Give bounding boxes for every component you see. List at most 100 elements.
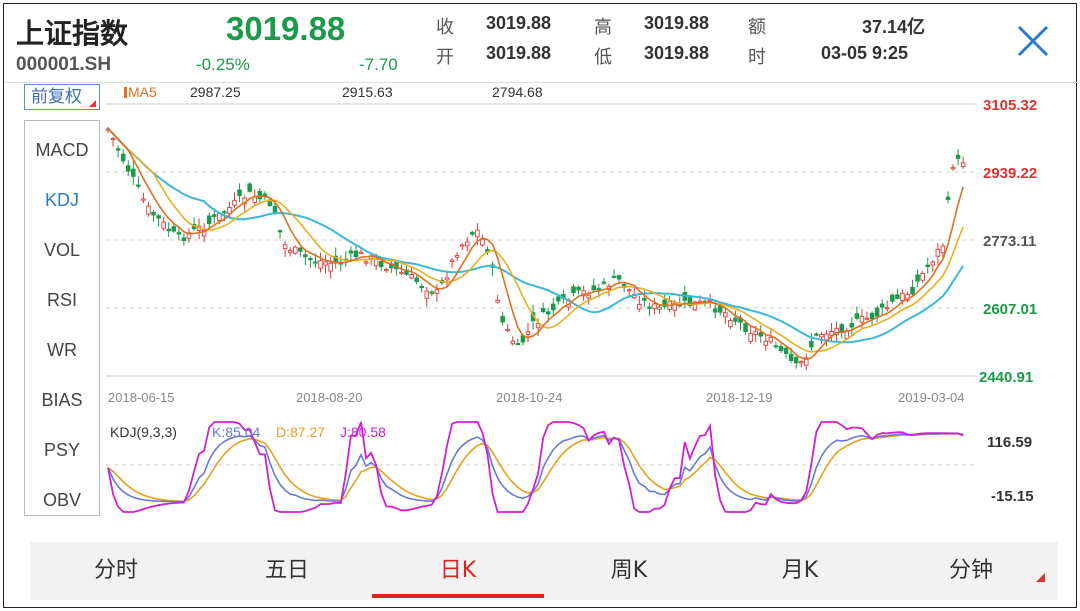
period-tabs: 分时 五日 日K 周K 月K 分钟 <box>30 542 1058 600</box>
current-price: 3019.88 <box>226 10 346 47</box>
date-axis-label: 2018-12-19 <box>706 390 773 405</box>
candle-body <box>277 230 283 233</box>
date-axis-label: 2018-06-15 <box>108 390 175 405</box>
ma-marker-icon <box>124 87 127 98</box>
amount-value: 37.14亿 <box>862 17 926 37</box>
candle-body <box>652 303 657 310</box>
candle-body <box>642 297 647 301</box>
candle-body <box>773 345 779 348</box>
indicator-rsi[interactable]: RSI <box>46 290 77 310</box>
candle-body <box>955 154 961 159</box>
candle-body <box>146 205 151 215</box>
candle-body <box>424 290 430 299</box>
tab-minute-label: 分钟 <box>948 558 993 583</box>
date-axis-label: 2018-10-24 <box>496 390 563 405</box>
ma20-line <box>107 128 964 344</box>
candle-body <box>540 308 546 313</box>
candle-body <box>687 297 693 306</box>
tab-monthly-k[interactable]: 月K <box>781 558 819 583</box>
candle-body <box>333 255 338 264</box>
candle-body <box>227 207 232 214</box>
candle-body <box>925 264 930 267</box>
indicator-vol[interactable]: VOL <box>43 240 81 260</box>
kdj-j-value: J:80.58 <box>340 424 386 440</box>
candle-body <box>328 262 333 272</box>
tab-five-day[interactable]: 五日 <box>264 558 309 583</box>
candle-body <box>854 313 860 319</box>
indicator-psy[interactable]: PSY <box>43 440 81 460</box>
candle-body <box>753 330 758 336</box>
candle-body <box>212 214 217 217</box>
candle-body <box>758 332 763 337</box>
candle-body <box>900 292 905 301</box>
candle-body <box>444 277 450 281</box>
candle-body <box>353 250 359 258</box>
tab-intraday[interactable]: 分时 <box>93 558 138 583</box>
candle-body <box>662 299 667 307</box>
candle-body <box>495 299 500 303</box>
tab-minute[interactable]: 分钟 <box>885 542 1057 600</box>
candle-body <box>222 211 227 214</box>
candle-body <box>298 247 303 252</box>
candle-body <box>798 361 804 364</box>
candle-body <box>510 340 516 345</box>
candle-body <box>849 323 855 328</box>
candle-body <box>804 357 809 366</box>
indicator-wr[interactable]: WR <box>47 340 77 360</box>
candle-body <box>551 303 556 311</box>
candle-body <box>733 317 738 322</box>
ma10-line <box>107 128 964 353</box>
tab-weekly-k[interactable]: 周K <box>610 558 648 583</box>
candle-body <box>672 302 677 311</box>
candle-body <box>950 167 956 170</box>
candle-body <box>879 303 885 308</box>
price-axis-label: 2440.91 <box>979 369 1033 386</box>
low-label: 低 <box>594 47 612 68</box>
indicator-panel: MACD KDJ VOL RSI WR BIAS PSY OBV <box>24 120 100 516</box>
open-label: 开 <box>436 47 454 68</box>
price-axis-label: 2607.01 <box>983 301 1037 318</box>
kdj-d-value: D:87.27 <box>276 424 325 440</box>
candle-body <box>814 333 819 336</box>
candle-body <box>237 189 242 197</box>
candle-body <box>869 312 875 320</box>
candle-body <box>586 294 591 299</box>
candle-body <box>434 289 440 294</box>
candle-body <box>120 153 126 162</box>
kdj-d-line <box>107 432 964 503</box>
candle-body <box>920 273 925 281</box>
candle-body <box>151 211 156 216</box>
candle-body <box>637 303 642 310</box>
candle-body <box>864 317 870 320</box>
candle-body <box>692 301 698 311</box>
candle-body <box>465 241 470 247</box>
indicator-macd[interactable]: MACD <box>35 140 89 160</box>
candle-body <box>545 311 551 315</box>
close-icon[interactable] <box>1016 24 1050 58</box>
candle-body <box>131 168 136 177</box>
kdj-j-line <box>107 421 964 513</box>
candle-body <box>611 275 617 278</box>
candle-body <box>363 261 369 264</box>
candle-body <box>723 312 728 318</box>
kline-chart[interactable]: 3105.32 2939.22 2773.11 2607.01 2440.91 … <box>4 4 1078 529</box>
indicator-obv[interactable]: OBV <box>42 490 81 510</box>
candle-body <box>475 229 480 238</box>
close-value: 3019.88 <box>486 13 552 33</box>
candle-body <box>358 251 364 254</box>
ma10-value: 2915.63 <box>342 84 393 100</box>
candle-body <box>884 307 890 310</box>
candle-body <box>778 346 784 352</box>
candle-body <box>171 226 177 232</box>
tab-daily-k[interactable]: 日K <box>439 558 477 583</box>
candle-body <box>556 296 561 302</box>
price-adjust-dropdown[interactable]: 前复权 <box>24 84 100 110</box>
candle-body <box>793 356 799 364</box>
indicator-bias[interactable]: BIAS <box>41 390 83 410</box>
index-title: 上证指数 <box>16 17 129 50</box>
ma-label: MA5 <box>128 84 157 100</box>
candle-body <box>728 320 733 328</box>
indicator-kdj[interactable]: KDJ <box>44 190 79 210</box>
candle-body <box>895 294 900 299</box>
candle-body <box>945 196 951 201</box>
